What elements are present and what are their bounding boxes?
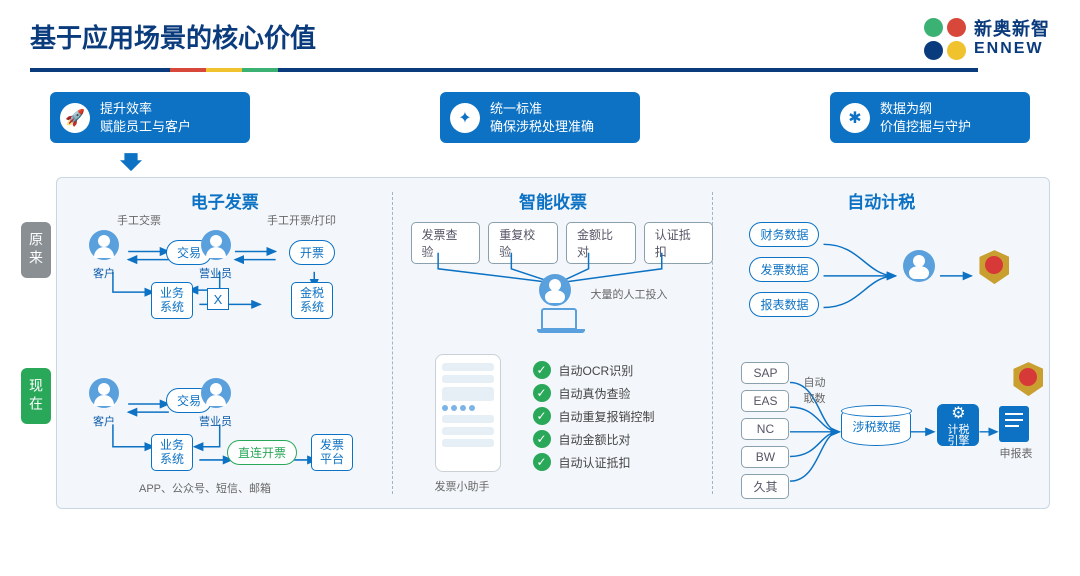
person-icon	[89, 378, 119, 408]
person-icon	[89, 230, 119, 260]
check-item: ✓自动重复报销控制	[533, 407, 655, 425]
tax-badge-icon	[1013, 362, 1043, 396]
column-einvoice: 电子发票 手工交票 手工开票/打印 客户 交易 营业员 开票 业务 系统 X 金…	[57, 178, 393, 508]
x-icon: X	[207, 288, 229, 310]
tag: 重复校验	[488, 222, 558, 264]
column-smart-receipt: 智能收票 发票查验重复校验金额比对认证抵扣 大量的人工投入 发票小助手 ✓自动O…	[393, 178, 714, 508]
logo-text-en: ENNEW	[974, 40, 1050, 58]
person-icon	[903, 250, 935, 282]
pill-icon: ✦	[450, 103, 480, 133]
node-platform: 发票 平台	[311, 434, 353, 471]
brand-logo: 新奥新智 ENNEW	[924, 18, 1050, 60]
check-icon: ✓	[533, 407, 551, 425]
engine-node: ⚙计税 引擎	[937, 404, 979, 446]
logo-mark-icon	[924, 18, 966, 60]
col-title: 电子发票	[71, 188, 379, 213]
node-sys1: 业务 系统	[151, 282, 193, 319]
check-item: ✓自动认证抵扣	[533, 453, 655, 471]
side-tab-after: 现在	[21, 368, 51, 424]
tag: 认证抵扣	[644, 222, 714, 264]
comparison-board: 原来 现在 电子发票 手工交票 手工开票/打印 客户 交易 营业员 开票 业务 …	[56, 177, 1050, 509]
label: 手工开票/打印	[267, 212, 336, 228]
check-icon: ✓	[533, 384, 551, 402]
down-arrow-icon	[120, 153, 142, 171]
page-title: 基于应用场景的核心价值	[30, 18, 316, 55]
check-icon: ✓	[533, 453, 551, 471]
pill-icon: 🚀	[60, 103, 90, 133]
input-node: 发票数据	[749, 257, 819, 282]
check-icon: ✓	[533, 430, 551, 448]
laptop-icon	[541, 308, 577, 330]
system-node: NC	[741, 418, 789, 440]
input-node: 财务数据	[749, 222, 819, 247]
phone-mock	[435, 354, 501, 472]
caption: APP、公众号、短信、邮箱	[139, 480, 271, 496]
header: 基于应用场景的核心价值 新奥新智 ENNEW	[0, 0, 1080, 68]
col-title: 智能收票	[407, 188, 700, 213]
input-node: 报表数据	[749, 292, 819, 317]
system-node: 久其	[741, 474, 789, 499]
col-title: 自动计税	[727, 188, 1035, 213]
system-node: SAP	[741, 362, 789, 384]
node-sys: 业务 系统	[151, 434, 193, 471]
report-icon	[999, 406, 1029, 442]
pill-icon: ✱	[840, 103, 870, 133]
value-pills-row: 🚀提升效率赋能员工与客户 ✦统一标准确保涉税处理准确 ✱数据为纲价值挖掘与守护	[0, 78, 1080, 153]
logo-text-cn: 新奥新智	[974, 20, 1050, 40]
person-icon	[201, 230, 231, 260]
person-icon	[201, 378, 231, 408]
check-item: ✓自动真伪查验	[533, 384, 655, 402]
tag: 金额比对	[566, 222, 636, 264]
check-item: ✓自动金额比对	[533, 430, 655, 448]
phone-caption: 发票小助手	[435, 478, 490, 494]
node-invoice: 开票	[289, 240, 335, 265]
node-sys2: 金税 系统	[291, 282, 333, 319]
check-item: ✓自动OCR识别	[533, 361, 655, 379]
system-node: BW	[741, 446, 789, 468]
value-pill: ✦统一标准确保涉税处理准确	[440, 92, 640, 143]
column-auto-tax: 自动计税 财务数据发票数据报表数据 SAP EAS NC BW 久其 自动 取数 涉税数…	[713, 178, 1049, 508]
value-pill: 🚀提升效率赋能员工与客户	[50, 92, 250, 143]
tax-badge-icon	[979, 250, 1009, 284]
person-icon	[539, 274, 571, 306]
db-icon: 涉税数据	[841, 406, 911, 446]
tag: 发票查验	[411, 222, 481, 264]
label: 手工交票	[117, 212, 161, 228]
check-icon: ✓	[533, 361, 551, 379]
header-rule	[30, 68, 1050, 72]
node-direct: 直连开票	[227, 440, 297, 465]
note: 大量的人工投入	[591, 286, 668, 302]
system-node: EAS	[741, 390, 789, 412]
value-pill: ✱数据为纲价值挖掘与守护	[830, 92, 1030, 143]
side-tab-before: 原来	[21, 222, 51, 278]
label: 自动 取数	[803, 374, 825, 406]
